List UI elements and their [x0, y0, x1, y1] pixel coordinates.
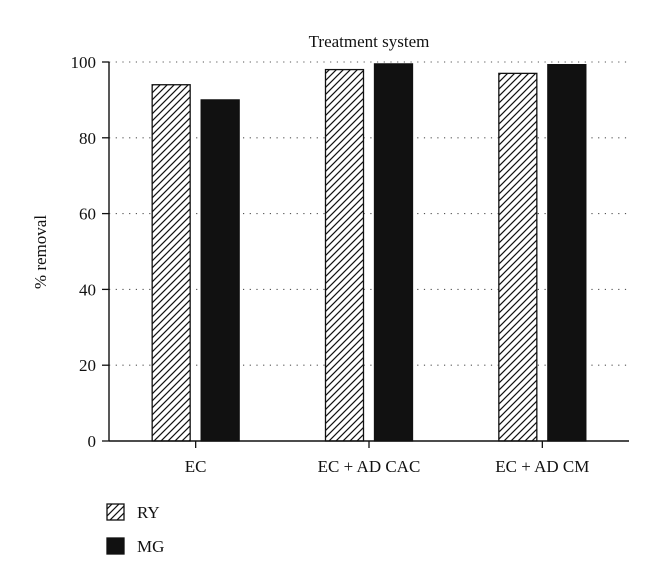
x-tick-label: EC + AD CAC	[318, 457, 421, 476]
y-tick-label: 80	[79, 129, 96, 148]
bar-ry-0	[151, 84, 191, 442]
bar-ry-2	[498, 72, 538, 442]
y-tick-label: 0	[88, 432, 97, 451]
y-tick-label: 20	[79, 356, 96, 375]
legend-label-mg: MG	[137, 537, 164, 556]
legend-swatch-mg	[106, 537, 125, 555]
y-ticks: 0 20 40 60 80 100	[71, 53, 109, 451]
bars	[151, 63, 587, 442]
bar-mg-0	[200, 99, 240, 442]
y-tick-label: 60	[79, 205, 96, 224]
legend-label-ry: RY	[137, 503, 160, 522]
bar-ry-1	[324, 68, 365, 442]
y-axis-label: % removal	[31, 215, 50, 289]
y-tick-label: 100	[71, 53, 97, 72]
y-tick-label: 40	[79, 280, 96, 299]
x-tick-label: EC	[185, 457, 207, 476]
legend-swatch-ry	[106, 503, 125, 521]
chart-title: Treatment system	[309, 32, 430, 51]
bar-mg-1	[373, 63, 414, 442]
x-tick-label: EC + AD CM	[495, 457, 589, 476]
legend: RY MG	[106, 503, 164, 556]
bar-mg-2	[547, 64, 587, 442]
x-ticks: EC EC + AD CAC EC + AD CM	[185, 441, 589, 476]
